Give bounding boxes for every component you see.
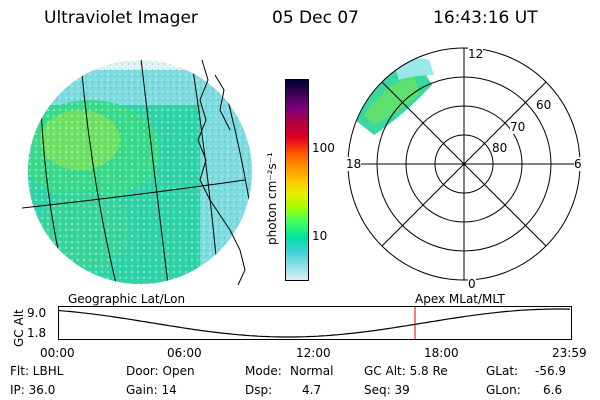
dsp-label: Dsp: [245, 383, 273, 397]
mlat-label-80: 80 [492, 141, 508, 155]
alt-xtick-1800: 18:00 [424, 346, 459, 360]
altitude-plot [58, 306, 572, 340]
instrument-title: Ultraviolet Imager [44, 8, 198, 28]
mlt-label-0: 0 [468, 277, 476, 291]
geo-panel-label: Geographic Lat/Lon [68, 292, 186, 306]
mlat-label-60: 60 [536, 98, 552, 112]
mlat-label-70: 70 [510, 120, 526, 134]
colorbar [285, 79, 309, 281]
mode-label: Mode: [245, 364, 282, 378]
gain-info: Gain: 14 [126, 383, 177, 397]
seq-info: Seq: 39 [364, 383, 410, 397]
glon-value: 6.6 [543, 383, 563, 397]
mlt-label-12: 12 [468, 47, 484, 61]
alt-xtick-0600: 06:00 [167, 346, 202, 360]
colorbar-gradient [286, 80, 308, 280]
mlt-label-6: 6 [574, 157, 582, 171]
colorbar-unit-label: photon cm⁻²s⁻¹ [265, 152, 279, 245]
alt-axis-label: GC Alt [12, 309, 26, 347]
mode-value: Normal [290, 364, 334, 378]
door-info: Door: Open [126, 364, 195, 378]
date-label: 05 Dec 07 [272, 8, 359, 28]
alt-ytick-max: 9.0 [27, 306, 47, 320]
colorbar-tick-10: 10 [312, 229, 328, 243]
polar-mlat-mlt-plot [347, 47, 581, 281]
glat-value: -56.9 [535, 364, 567, 378]
dsp-value: 4.7 [302, 383, 322, 397]
alt-ytick-min: 1.8 [27, 326, 47, 340]
polar-panel-label: Apex MLat/MLT [415, 292, 505, 306]
alt-xtick-2359: 23:59 [552, 346, 587, 360]
glat-label: GLat: [486, 364, 519, 378]
geographic-image [21, 59, 252, 286]
alt-xtick-0000: 00:00 [40, 346, 75, 360]
mlt-label-18: 18 [346, 157, 362, 171]
time-label: 16:43:16 UT [433, 8, 538, 28]
glon-label: GLon: [486, 383, 521, 397]
filter-info: Flt: LBHL [10, 364, 64, 378]
gc-alt-info: GC Alt: 5.8 Re [364, 364, 448, 378]
alt-xtick-1200: 12:00 [296, 346, 331, 360]
ip-info: IP: 36.0 [10, 383, 56, 397]
colorbar-tick-100: 100 [312, 141, 335, 155]
